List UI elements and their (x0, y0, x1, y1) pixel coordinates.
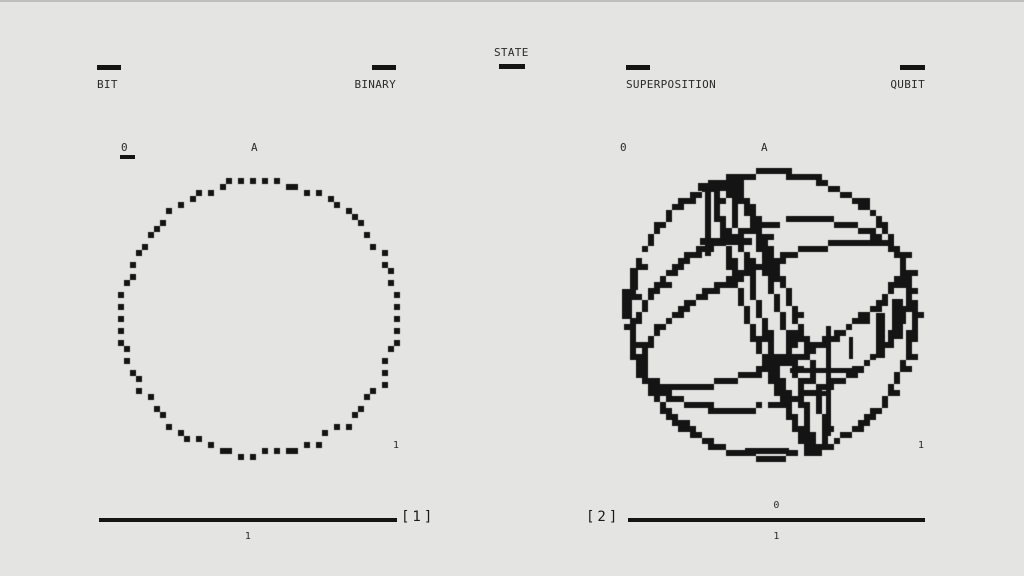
qubit-slider-below-value: 1 (773, 531, 780, 542)
nav-item-superposition[interactable]: SUPERPOSITION (626, 78, 716, 91)
nav-item-binary[interactable]: BINARY (354, 78, 396, 91)
nav-item-bit[interactable]: BIT (97, 78, 118, 91)
qubit-slider-track[interactable] (628, 518, 925, 522)
bit-slider-value: 1 (244, 531, 252, 542)
nav-marker-state-active (499, 64, 525, 69)
qubit-slider-handle[interactable]: [2] (586, 509, 621, 525)
nav-item-qubit[interactable]: QUBIT (890, 78, 925, 91)
bit-axis-a-label: A (251, 141, 258, 154)
qubit-sphere-figure (600, 156, 930, 486)
bit-slider-track[interactable] (99, 518, 397, 522)
bit-slider-handle[interactable]: [1] (401, 509, 436, 525)
qubit-state-zero-label[interactable]: 0 (620, 141, 627, 154)
bit-state-zero-selected-marker (120, 155, 135, 159)
nav-item-state[interactable]: STATE (494, 46, 529, 59)
qubit-axis-a-label: A (761, 141, 768, 154)
nav-marker-superposition (626, 65, 650, 70)
bit-circle-figure (100, 160, 420, 480)
bit-state-zero-label[interactable]: 0 (121, 141, 128, 154)
top-edge-line (0, 0, 1024, 2)
nav-marker-qubit (900, 65, 925, 70)
qubit-slider-above-value: 0 (773, 500, 780, 511)
nav-marker-bit (97, 65, 121, 70)
nav-marker-binary (372, 65, 396, 70)
